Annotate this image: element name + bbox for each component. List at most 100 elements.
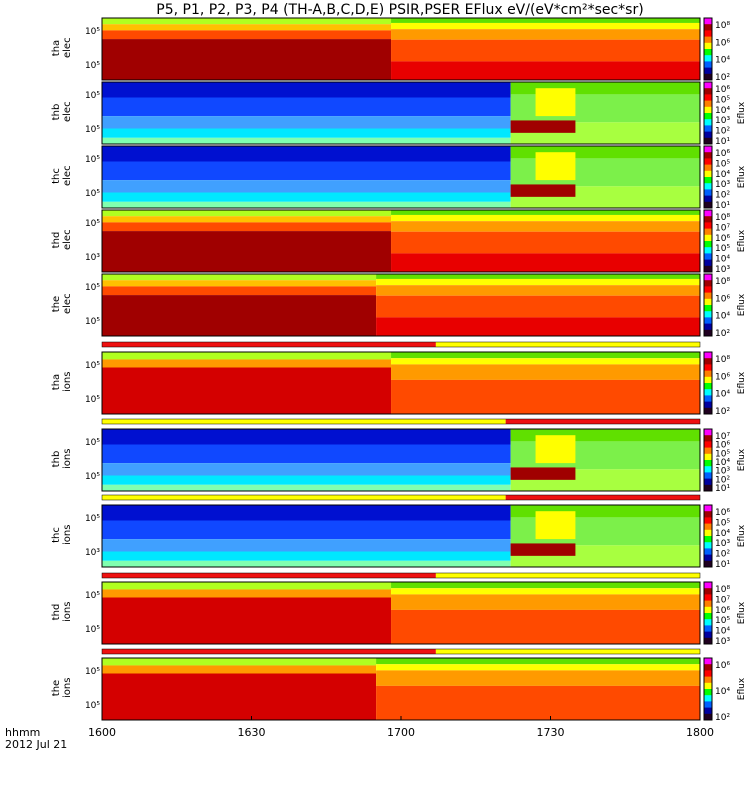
- panel-tha-ions-seg1-band-1: [391, 358, 700, 365]
- panel-the-ions-seg0-band-0: [102, 658, 377, 666]
- panel-thc-elec-colorbar-tick: 10⁶: [715, 149, 730, 159]
- panel-thc-ions-colorbar-cell-7: [704, 548, 712, 556]
- panel-thb-ions-ytick: 10⁵: [85, 438, 100, 448]
- panel-the-elec-seg1-band-3: [376, 295, 700, 318]
- panel-thc-ions-seg0-band-4: [102, 560, 511, 567]
- panel-tha-elec-colorbar-cell-1: [704, 24, 712, 31]
- panel-the-ions-colorbar-tick: 10⁴: [715, 687, 730, 697]
- panel-thd-ions-colorbar-tick: 10⁶: [715, 606, 730, 616]
- panel-thb-ions-colorbar-cell-2: [704, 441, 712, 449]
- panel-tha-elec-colorbar-cell-4: [704, 42, 712, 50]
- panel-thc-elec-seg0-band-1: [102, 161, 511, 181]
- panel-tha-ions-colorbar-cell-3: [704, 370, 712, 378]
- panel-tha-ions-colorbar-cell-0: [704, 352, 712, 359]
- panel-thc-ions-colorbar-frame: [703, 504, 713, 568]
- panel-thb-ions-colorbar-cell-1: [704, 435, 712, 442]
- panel-thd-ions-colorbar-frame: [703, 581, 713, 645]
- panel-thd-elec-colorbar-cell-1: [704, 216, 712, 223]
- panel-thb-elec-colorbar-tick: 10⁵: [715, 95, 730, 105]
- panel-thc-elec-colorbar-frame: [703, 145, 713, 209]
- panel-tha-ions-colorbar-cell-2: [704, 364, 712, 372]
- panel-the-ions-colorbar-frame: [703, 657, 713, 721]
- panel-thc-ions-frame: [101, 504, 701, 568]
- quality-bar-4-red: [102, 649, 436, 654]
- panel-thc-elec-seg0-band-4: [102, 201, 511, 208]
- panel-thb-elec-colorbar-cell-5: [704, 113, 712, 120]
- panel-thb-ions-seg0-band-1: [102, 444, 511, 464]
- panel-tha-ions-colorbar-label: Eflux: [737, 371, 747, 394]
- panel-tha-ions-colorbar-frame: [703, 351, 713, 415]
- panel-thd-elec-ytick: 10³: [85, 253, 100, 263]
- quality-bar-2-frame: [101, 494, 701, 501]
- panel-thc-elec-colorbar-cell-1: [704, 152, 712, 159]
- panel-thd-elec-colorbar-cell-9: [704, 265, 712, 273]
- panel-the-elec-seg1-band-1: [376, 278, 700, 286]
- panel-thd-ions-colorbar-tick: 10³: [715, 637, 730, 647]
- panel-tha-ions-colorbar-tick: 10⁴: [715, 390, 730, 400]
- panel-thb-ions-colorbar-tick: 10³: [715, 467, 730, 477]
- panel-thc-ions-seg0-band-3: [102, 551, 511, 561]
- panel-thb-ions-label: thb ions: [51, 448, 73, 469]
- panel-thb-elec-colorbar-tick: 10¹: [715, 137, 730, 147]
- panel-tha-elec-seg1-band-0: [391, 18, 700, 23]
- panel-tha-ions-colorbar-tick: 10⁶: [715, 372, 730, 382]
- panel-thd-ions-colorbar-label: Eflux: [737, 601, 747, 624]
- quality-bar-2-red: [505, 495, 700, 500]
- panel-the-ions-colorbar-cell-4: [704, 682, 712, 690]
- panel-tha-ions-seg0-band-0: [102, 352, 392, 360]
- panel-thc-elec-colorbar-cell-6: [704, 183, 712, 190]
- panel-thd-ions-colorbar-cell-8: [704, 631, 712, 639]
- panel-thc-elec-colorbar-tick: 10¹: [715, 201, 730, 211]
- panel-thc-elec-colorbar-cell-0: [704, 146, 712, 153]
- panel-thd-elec-seg0-band-0: [102, 210, 392, 217]
- panel-the-ions-colorbar-tick: 10⁶: [715, 661, 730, 671]
- x-tick-1800: 1800: [686, 726, 714, 739]
- panel-thb-ions-colorbar-cell-9: [704, 484, 712, 492]
- panel-tha-ions-ytick: 10⁵: [85, 361, 100, 371]
- panel-tha-elec-frame: [101, 17, 701, 81]
- panel-thb-ions-seg0-band-2: [102, 463, 511, 476]
- panel-the-ions-seg1-band-3: [376, 685, 700, 720]
- panel-the-elec-ytick: 10⁵: [85, 283, 100, 293]
- panel-thd-ions-seg1-band-0: [391, 582, 700, 589]
- panel-thc-ions-colorbar-cell-9: [704, 560, 712, 568]
- panel-thb-ions-colorbar-cell-7: [704, 472, 712, 480]
- panel-the-elec-seg1-band-4: [376, 317, 700, 336]
- panel-thd-elec-colorbar-label: Eflux: [737, 229, 747, 252]
- x-axis-date-label: 2012 Jul 21: [5, 738, 68, 751]
- panel-thd-elec-colorbar-tick: 10⁵: [715, 244, 730, 254]
- panel-thd-ions-seg1-band-3: [391, 609, 700, 644]
- panel-thc-elec-colorbar-cell-7: [704, 189, 712, 197]
- panel-thd-elec-colorbar-cell-0: [704, 210, 712, 217]
- panel-tha-elec-ytick: 10⁵: [85, 61, 100, 71]
- panel-the-ions-seg1-band-0: [376, 658, 700, 665]
- panel-thd-ions-colorbar-cell-9: [704, 637, 712, 645]
- panel-thc-elec-colorbar-label: Eflux: [737, 165, 747, 188]
- panel-thc-elec-burst-top: [535, 152, 576, 181]
- panel-thd-elec-colorbar-tick: 10³: [715, 265, 730, 275]
- panel-thb-elec-ytick: 10⁵: [85, 91, 100, 101]
- panel-the-ions-seg0-band-1: [102, 665, 377, 674]
- panel-thc-elec-colorbar-cell-2: [704, 158, 712, 166]
- panel-the-elec-seg1-band-2: [376, 285, 700, 296]
- panel-thd-elec-frame: [101, 209, 701, 273]
- panel-thb-elec-colorbar-cell-7: [704, 125, 712, 133]
- panel-tha-ions-colorbar-cell-5: [704, 383, 712, 390]
- panel-thc-elec-colorbar-cell-3: [704, 164, 712, 172]
- panel-thd-elec-colorbar-tick: 10⁷: [715, 223, 730, 233]
- panel-thb-elec-colorbar-tick: 10⁴: [715, 106, 730, 116]
- panel-thc-ions-colorbar-cell-4: [704, 529, 712, 537]
- quality-bar-1-frame: [101, 418, 701, 425]
- panel-thb-ions-seg0-band-3: [102, 475, 511, 485]
- panel-thd-ions-colorbar-cell-4: [704, 606, 712, 614]
- x-axis-unit-label: hhmm: [5, 726, 41, 739]
- x-tick-1730: 1730: [536, 726, 565, 739]
- plot-title: P5, P1, P2, P3, P4 (TH-A,B,C,D,E) PSIR,P…: [156, 2, 644, 18]
- panel-the-elec-colorbar-cell-6: [704, 311, 712, 318]
- panel-thd-ions-colorbar-cell-3: [704, 600, 712, 608]
- panel-thd-elec-colorbar-cell-4: [704, 234, 712, 242]
- panel-thc-ions-colorbar-cell-1: [704, 511, 712, 518]
- panel-thd-elec-seg1-band-3: [391, 231, 700, 254]
- panel-tha-ions-seg1-band-3: [391, 379, 700, 414]
- panel-thc-elec-seg0-band-0: [102, 146, 511, 162]
